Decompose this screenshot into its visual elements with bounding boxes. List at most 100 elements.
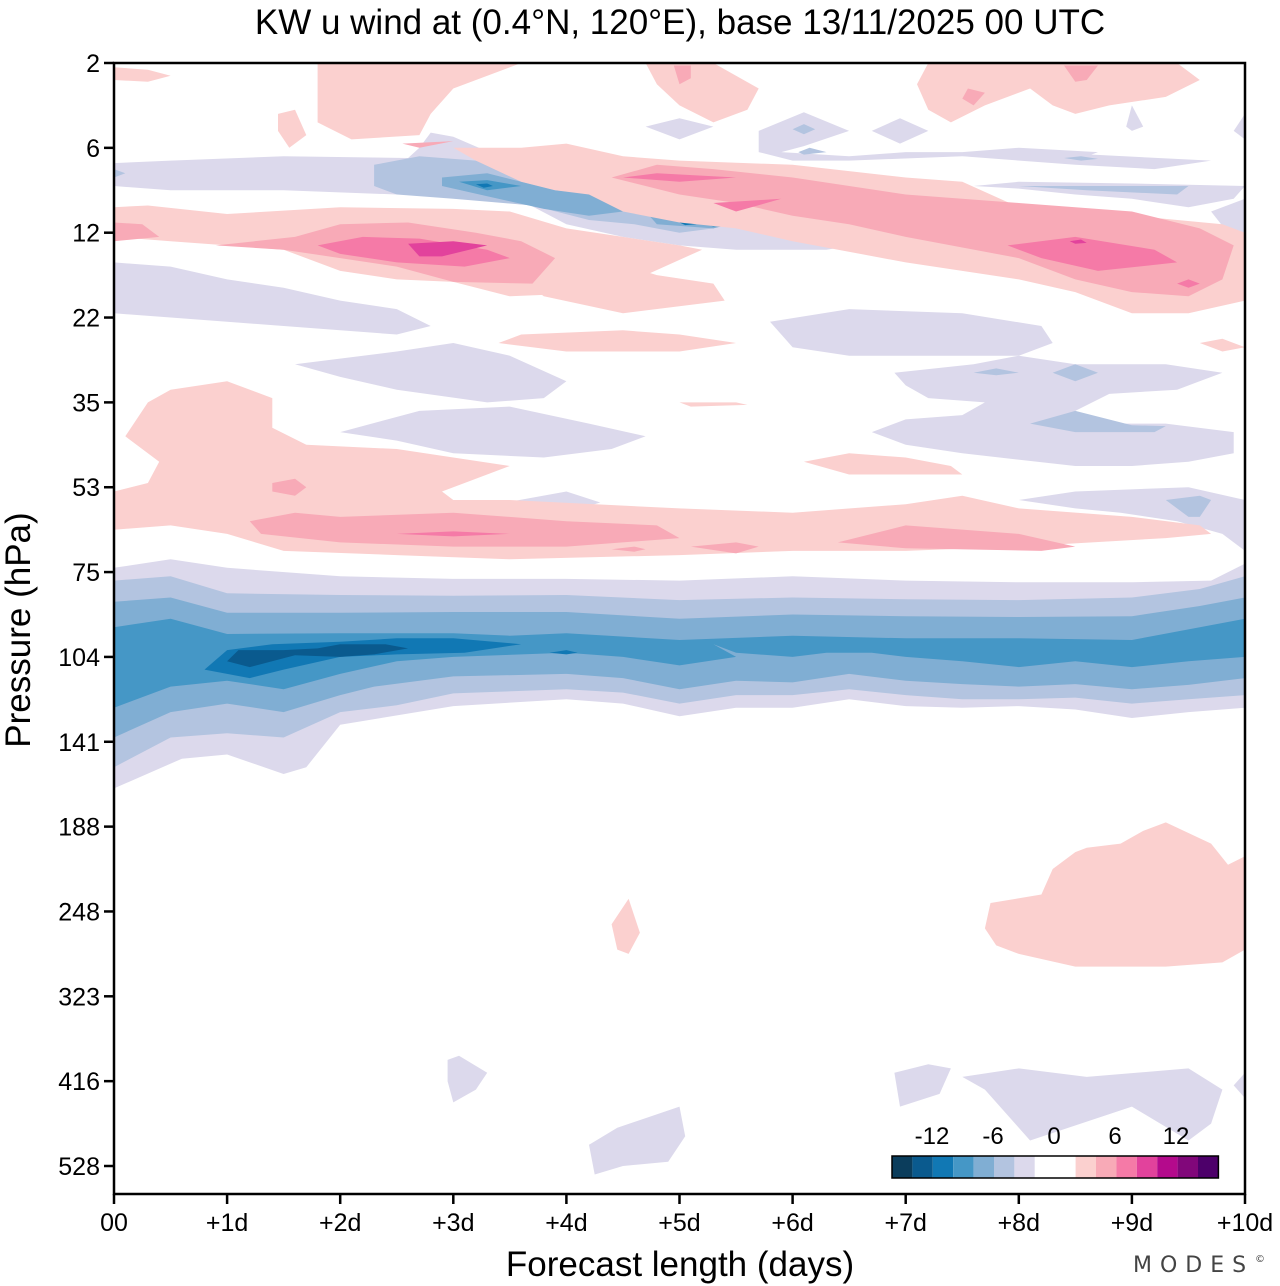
contour-region-westerly	[917, 63, 1200, 123]
y-tick-label: 416	[58, 1068, 100, 1096]
contour-region-easterly	[1165, 495, 1212, 517]
y-tick-label: 35	[72, 389, 100, 417]
x-tick-label: +7d	[884, 1209, 926, 1237]
contour-region-easterly	[114, 597, 1245, 738]
contour-region-easterly	[770, 309, 1053, 356]
contour-region-westerly	[402, 141, 454, 148]
contour-region-westerly	[984, 822, 1245, 967]
colorbar-swatch	[1096, 1156, 1117, 1178]
contour-region-westerly	[317, 236, 510, 267]
contour-region-easterly	[475, 183, 493, 188]
contour-region-westerly	[837, 525, 1076, 551]
contour-region-easterly	[871, 118, 929, 144]
contour-region-easterly	[1211, 198, 1245, 233]
y-tick-label: 104	[58, 644, 100, 672]
contour-region-westerly	[317, 63, 522, 140]
colorbar-label: -6	[982, 1123, 1003, 1150]
contour-region-westerly	[396, 531, 510, 537]
colorbar-swatch	[932, 1156, 954, 1178]
colorbar-swatch	[1177, 1156, 1198, 1178]
colorbar-swatch	[1136, 1156, 1158, 1178]
contour-region-westerly	[114, 222, 160, 242]
y-tick-label: 528	[58, 1153, 100, 1181]
contour-region-easterly	[645, 118, 714, 140]
contour-region-westerly	[803, 453, 963, 475]
y-tick-label: 22	[72, 305, 100, 333]
contour-region-easterly	[589, 1106, 686, 1175]
contour-region-westerly	[611, 898, 640, 954]
x-tick-label: +1d	[206, 1209, 248, 1237]
contour-fills	[114, 63, 1245, 1175]
contour-region-westerly	[962, 88, 985, 106]
contour-region-westerly	[521, 258, 725, 314]
x-tick-label: 00	[100, 1209, 128, 1237]
x-tick-label: +6d	[771, 1209, 813, 1237]
x-tick-label: +9d	[1111, 1209, 1153, 1237]
y-axis: 2 6 12 22 35 53 75 104 141 188 248 323 416 528	[58, 50, 114, 1181]
colorbar-swatch	[1198, 1156, 1219, 1178]
contour-region-easterly	[1126, 105, 1144, 131]
colorbar-label: -12	[915, 1123, 950, 1150]
y-tick-label: 6	[86, 135, 100, 163]
contour-region-westerly	[249, 512, 680, 547]
colorbar: -12 -6 0 6 12	[891, 1123, 1220, 1179]
colorbar-swatch	[953, 1156, 974, 1178]
contour-region-easterly	[962, 1068, 1223, 1141]
contour-region-westerly	[272, 478, 307, 496]
contour-region-westerly	[673, 65, 691, 85]
colorbar-frame	[891, 1155, 1220, 1179]
y-tick-label: 2	[86, 50, 100, 78]
contour-region-westerly	[679, 402, 748, 407]
y-tick-label: 323	[58, 983, 100, 1011]
colorbar-label: 0	[1047, 1123, 1060, 1150]
x-tick-label: +4d	[545, 1209, 587, 1237]
colorbar-swatch	[1116, 1156, 1137, 1178]
contour-region-westerly	[1064, 65, 1098, 82]
contour-region-westerly	[114, 381, 1212, 560]
chart-title: KW u wind at (0.4°N, 120°E), base 13/11/…	[255, 3, 1105, 42]
colorbar-swatch	[892, 1156, 913, 1178]
contour-region-westerly	[690, 542, 759, 554]
x-tick-label: +3d	[432, 1209, 474, 1237]
x-tick-label: +5d	[658, 1209, 700, 1237]
contour-region-westerly	[1007, 236, 1178, 271]
contour-region-easterly	[447, 1055, 488, 1103]
colorbar-swatch	[1157, 1156, 1178, 1178]
colorbar-label: 6	[1108, 1123, 1121, 1150]
colorbar-swatch	[1014, 1156, 1035, 1178]
y-tick-label: 12	[72, 220, 100, 248]
contour-region-easterly	[871, 355, 1234, 466]
contour-region-westerly	[408, 241, 488, 257]
contour-region-westerly	[623, 173, 737, 182]
contour-region-easterly	[894, 1064, 951, 1107]
contour-region-easterly	[1233, 1072, 1245, 1099]
colorbar-swatch	[1075, 1156, 1096, 1178]
contour-region-westerly	[278, 109, 307, 148]
contour-region-easterly	[1064, 156, 1098, 161]
colorbar-swatch	[994, 1156, 1015, 1178]
contour-region-easterly	[114, 262, 431, 335]
colorbar-swatch	[1034, 1156, 1076, 1178]
contour-region-easterly	[114, 169, 126, 178]
contour-region-easterly	[1030, 410, 1166, 433]
contour-region-westerly	[114, 67, 171, 82]
contour-region-easterly	[758, 112, 1098, 161]
contour-region-westerly	[713, 198, 782, 212]
contour-region-easterly	[204, 638, 522, 679]
contour-region-westerly	[611, 546, 646, 552]
modes-logo: MODES	[1133, 1253, 1254, 1278]
contour-region-easterly	[295, 343, 567, 403]
contour-region-easterly	[792, 124, 816, 135]
contour-region-easterly	[227, 644, 409, 668]
x-tick-label: +8d	[998, 1209, 1040, 1237]
x-tick-label: +10d	[1217, 1209, 1273, 1237]
contour-region-easterly	[1233, 113, 1245, 140]
contour-region-westerly	[498, 330, 737, 352]
x-tick-label: +2d	[319, 1209, 361, 1237]
colorbar-swatch	[912, 1156, 933, 1178]
contour-region-westerly	[645, 63, 759, 123]
y-axis-title: Pressure (hPa)	[0, 512, 38, 747]
y-tick-label: 75	[72, 559, 100, 587]
colorbar-label: 12	[1163, 1123, 1190, 1150]
